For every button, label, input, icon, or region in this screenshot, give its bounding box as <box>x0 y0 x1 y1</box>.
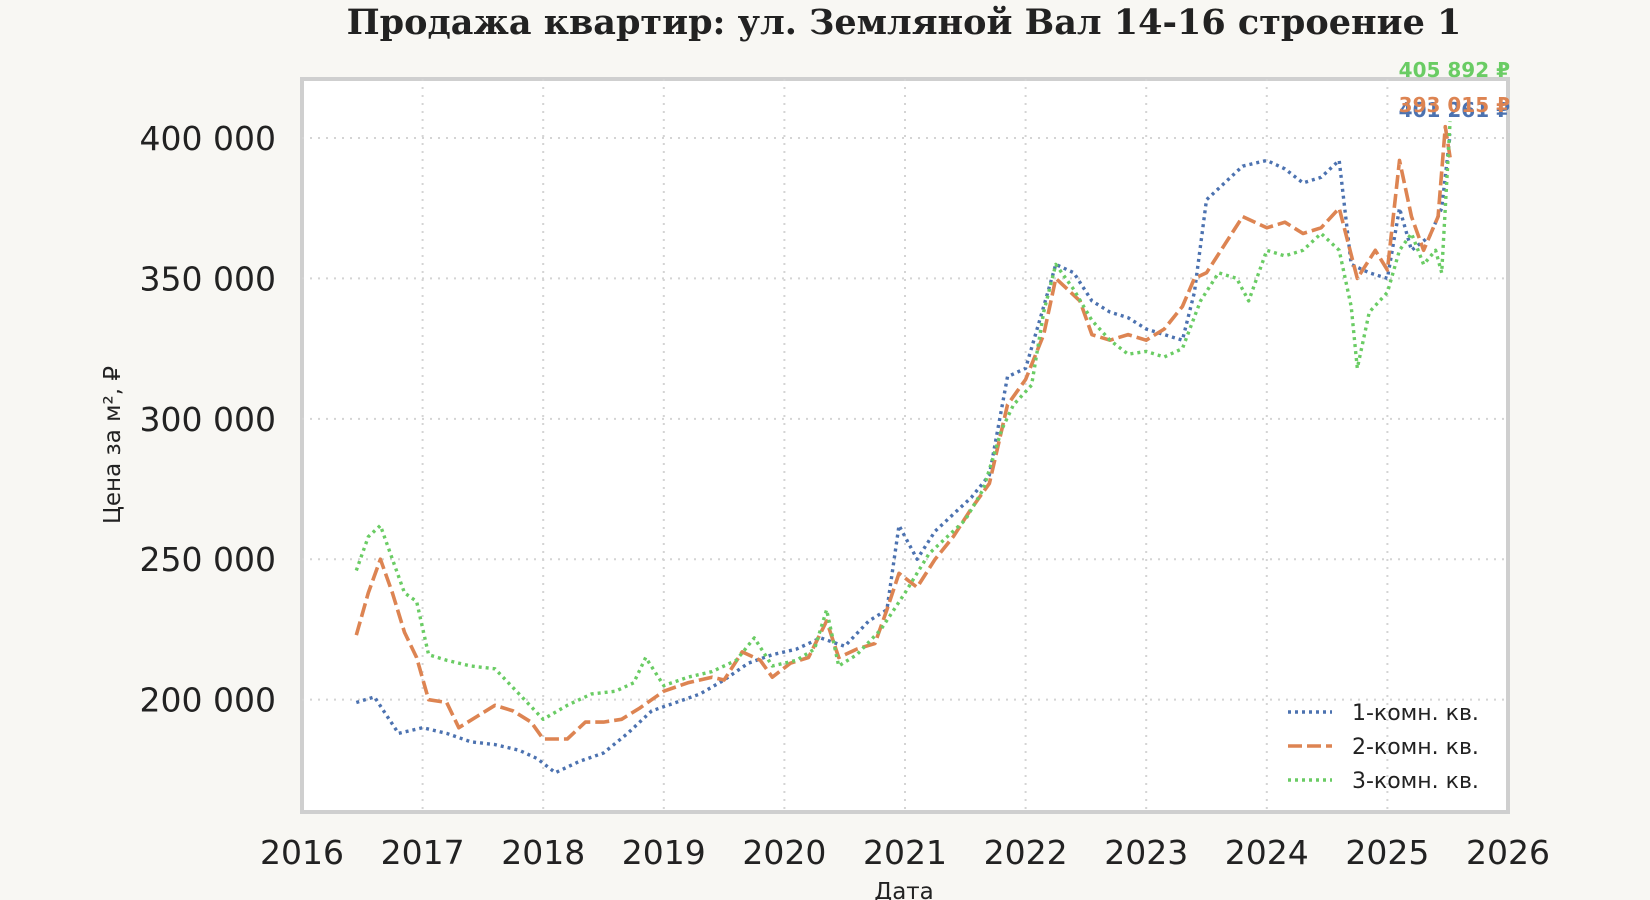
series-line-2 <box>354 124 1452 741</box>
x-tick-label: 2021 <box>863 833 947 872</box>
chart-title: Продажа квартир: ул. Земляной Вал 14-16 … <box>347 2 1462 43</box>
x-tick-label: 2020 <box>742 833 826 872</box>
x-tick-label: 2016 <box>260 833 344 872</box>
series-line-3 <box>354 121 1452 721</box>
legend-label-3: 3-комн. кв. <box>1352 769 1479 794</box>
plot-area <box>300 77 1510 814</box>
x-tick-label: 2023 <box>1104 833 1188 872</box>
x-tick-label: 2019 <box>622 833 706 872</box>
x-axis-ticks: 2016 2017 2018 2019 2020 2021 2022 2023 2024 2025… <box>260 833 1550 872</box>
y-axis-ticks: 200 000 250 000 300 000 350 000 400 000 <box>140 119 276 720</box>
end-label-series-3: 405 892 ₽ <box>1399 58 1510 82</box>
x-tick-label: 2022 <box>984 833 1068 872</box>
y-axis-label: Цена за м², ₽ <box>100 366 126 524</box>
grid-layer <box>302 79 1508 812</box>
legend: 1-комн. кв. 2-комн. кв. 3-комн. кв. <box>1288 701 1479 794</box>
series-line-1 <box>355 134 1452 775</box>
y-tick-label: 400 000 <box>140 119 276 158</box>
legend-label-1: 1-комн. кв. <box>1352 701 1479 726</box>
x-tick-label: 2025 <box>1345 833 1429 872</box>
y-tick-label: 300 000 <box>140 400 276 439</box>
x-axis-label: Дата <box>874 879 934 900</box>
x-tick-label: 2018 <box>501 833 585 872</box>
legend-label-2: 2-комн. кв. <box>1352 735 1479 760</box>
y-tick-label: 200 000 <box>140 681 276 720</box>
x-tick-label: 2017 <box>381 833 465 872</box>
end-labels: 401 261 ₽393 015 ₽ 405 892 ₽ <box>1399 58 1510 122</box>
x-tick-label: 2024 <box>1225 833 1309 872</box>
x-tick-label: 2026 <box>1466 833 1550 872</box>
y-tick-label: 350 000 <box>140 259 276 298</box>
series-layer <box>354 121 1452 775</box>
end-label-series-1: 401 261 ₽ <box>1399 98 1510 122</box>
y-tick-label: 250 000 <box>140 540 276 579</box>
end-label-series-2: 393 015 ₽ <box>1399 93 1510 117</box>
